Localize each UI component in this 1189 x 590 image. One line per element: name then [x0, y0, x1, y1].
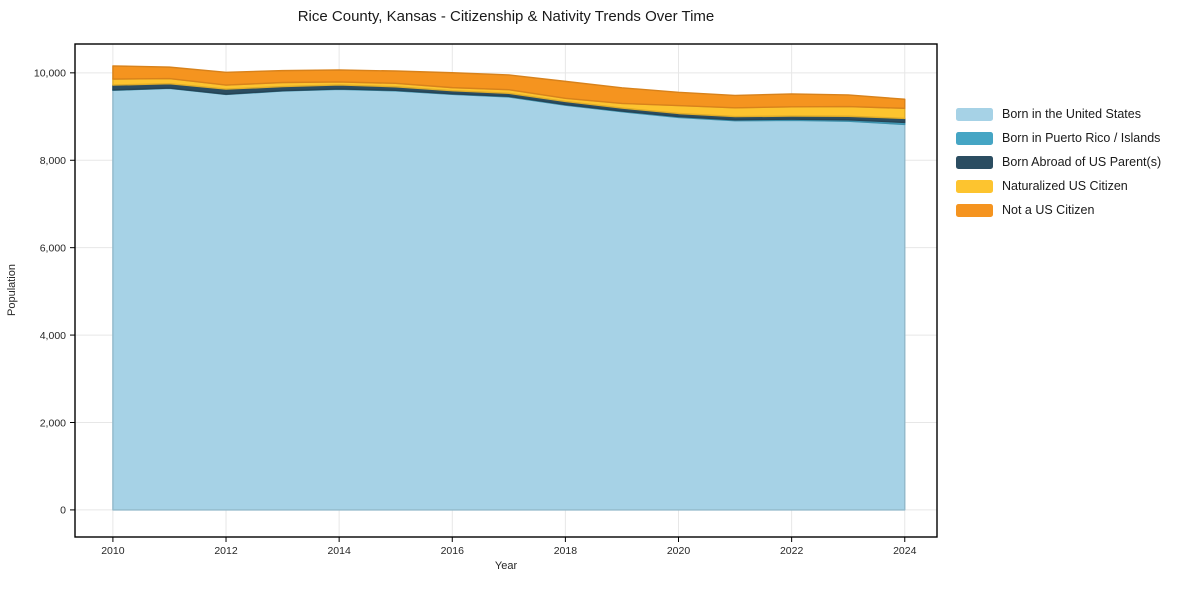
area-series-born-in-the-united-states — [112, 87, 906, 511]
axis-layer: 0 2,000 4,000 6,000 8,000 10,000 2010 2012 2014 2… — [34, 43, 938, 557]
legend-swatch — [956, 155, 993, 169]
legend-item: Not a US Citizen — [956, 198, 1161, 222]
x-tick-label: 2022 — [780, 545, 804, 557]
legend-label: Not a US Citizen — [1002, 203, 1095, 217]
legend-swatch — [956, 179, 993, 193]
x-tick-label: 2020 — [667, 545, 691, 557]
plot-border — [74, 43, 938, 538]
x-tick-label: 2016 — [441, 545, 465, 557]
y-tick-label: 4,000 — [40, 330, 66, 342]
legend: Born in the United States Born in Puerto … — [956, 102, 1161, 222]
legend-item: Born in Puerto Rico / Islands — [956, 126, 1161, 150]
x-tick-label: 2010 — [101, 545, 125, 557]
y-tick-label: 2,000 — [40, 417, 66, 429]
y-axis-label: Population — [6, 264, 18, 316]
legend-item: Naturalized US Citizen — [956, 174, 1161, 198]
area-series-not-a-us-citizen — [112, 65, 906, 110]
legend-item: Born Abroad of US Parent(s) — [956, 150, 1161, 174]
x-tick-label: 2012 — [214, 545, 238, 557]
legend-swatch — [956, 107, 993, 121]
legend-label: Born in the United States — [1002, 107, 1141, 121]
stacked-area-layer — [112, 65, 906, 511]
y-tick-label: 6,000 — [40, 242, 66, 254]
y-tick-label: 8,000 — [40, 155, 66, 167]
legend-label: Born in Puerto Rico / Islands — [1002, 131, 1161, 145]
legend-label: Born Abroad of US Parent(s) — [1002, 155, 1162, 169]
x-tick-label: 2014 — [327, 545, 351, 557]
x-tick-label: 2018 — [554, 545, 578, 557]
legend-label: Naturalized US Citizen — [1002, 179, 1128, 193]
y-tick-label: 0 — [60, 505, 66, 517]
legend-swatch — [956, 203, 993, 217]
x-tick-label: 2024 — [893, 545, 917, 557]
legend-item: Born in the United States — [956, 102, 1161, 126]
x-axis-label: Year — [495, 560, 518, 572]
legend-swatch — [956, 131, 993, 145]
y-tick-label: 10,000 — [34, 68, 66, 80]
chart-title: Rice County, Kansas - Citizenship & Nati… — [297, 8, 715, 25]
